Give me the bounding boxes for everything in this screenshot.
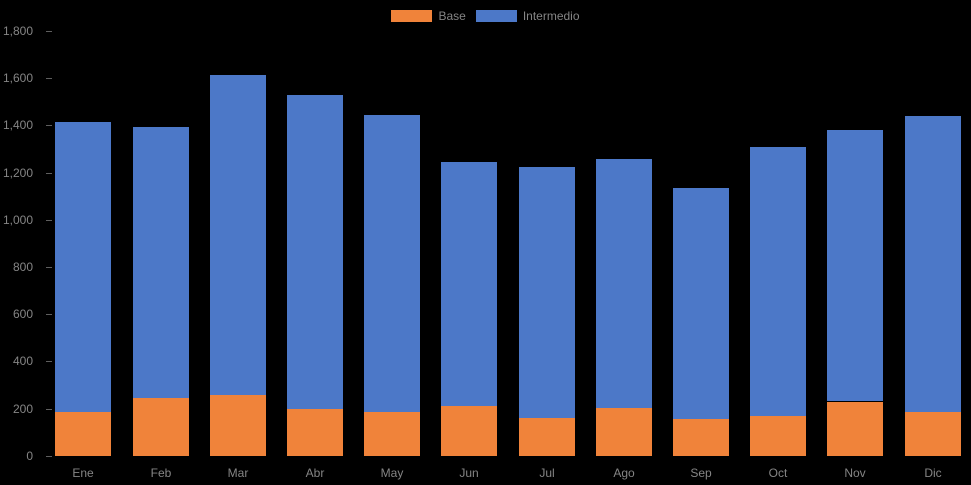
bar-segment-base-ene [55,412,111,456]
bar-segment-intermedio-ago [596,159,652,408]
y-axis-tick-label: 400 [12,354,33,368]
legend-label: Intermedio [522,9,580,23]
x-axis-category-label: Nov [844,466,866,480]
y-axis-tick-label: 0 [26,449,33,463]
bar-segment-intermedio-mar [210,75,266,395]
x-axis-category-label: Oct [768,466,788,480]
bar-segment-intermedio-sep [673,188,729,419]
x-axis-category-label: Sep [690,466,712,480]
bar-segment-base-dic [905,412,961,456]
y-axis-tick-label: 200 [12,402,33,416]
bar-segment-intermedio-abr [287,95,343,409]
y-axis-tick-mark [46,456,52,457]
bar-segment-base-abr [287,409,343,456]
bar-segment-intermedio-may [364,115,420,412]
legend-swatch-icon [391,10,433,22]
y-axis-tick-label: 1,200 [2,166,33,180]
bar-segment-base-nov [827,402,883,456]
x-axis-category-label: May [380,466,404,480]
bar-segment-intermedio-nov [827,130,883,401]
y-axis-tick-label: 1,400 [2,118,33,132]
y-axis-tick-mark [46,314,52,315]
bar-segment-intermedio-ene [55,122,111,412]
bar-segment-intermedio-oct [750,147,806,416]
y-axis-tick-mark [46,220,52,221]
y-axis-tick-mark [46,267,52,268]
bar-segment-base-sep [673,419,729,456]
y-axis-tick-mark [46,31,52,32]
bar-segment-base-ago [596,408,652,456]
bar-segment-intermedio-jun [441,162,497,406]
y-axis-tick-label: 600 [12,307,33,321]
y-axis-tick-label: 1,600 [2,71,33,85]
y-axis-tick-mark [46,361,52,362]
bar-segment-base-feb [133,398,189,456]
bar-segment-base-mar [210,395,266,456]
legend-label: Base [438,9,466,23]
x-axis-category-label: Mar [227,466,249,480]
x-axis-category-label: Jun [459,466,479,480]
x-axis-category-label: Ene [72,466,94,480]
y-axis-tick-mark [46,173,52,174]
bar-segment-base-may [364,412,420,456]
legend-swatch-icon [475,10,517,22]
y-axis-tick-label: 800 [12,260,33,274]
x-axis-category-label: Ago [613,466,635,480]
bar-segment-intermedio-feb [133,127,189,398]
x-axis-category-label: Feb [150,466,172,480]
bar-segment-intermedio-dic [905,116,961,412]
x-axis-category-label: Abr [305,466,325,480]
legend-item-intermedio: Intermedio [475,9,580,23]
x-axis-category-label: Dic [924,466,942,480]
bar-segment-base-jul [519,418,575,456]
bar-segment-intermedio-jul [519,167,575,418]
y-axis-tick-label: 1,800 [2,24,33,38]
x-axis-category-label: Jul [539,466,555,480]
y-axis-tick-mark [46,409,52,410]
y-axis-tick-label: 1,000 [2,213,33,227]
y-axis-tick-mark [46,78,52,79]
bar-segment-base-jun [441,406,497,456]
chart-legend: Base Intermedio [0,8,971,24]
y-axis-tick-mark [46,125,52,126]
bar-segment-base-oct [750,416,806,456]
legend-item-base: Base [391,9,466,23]
